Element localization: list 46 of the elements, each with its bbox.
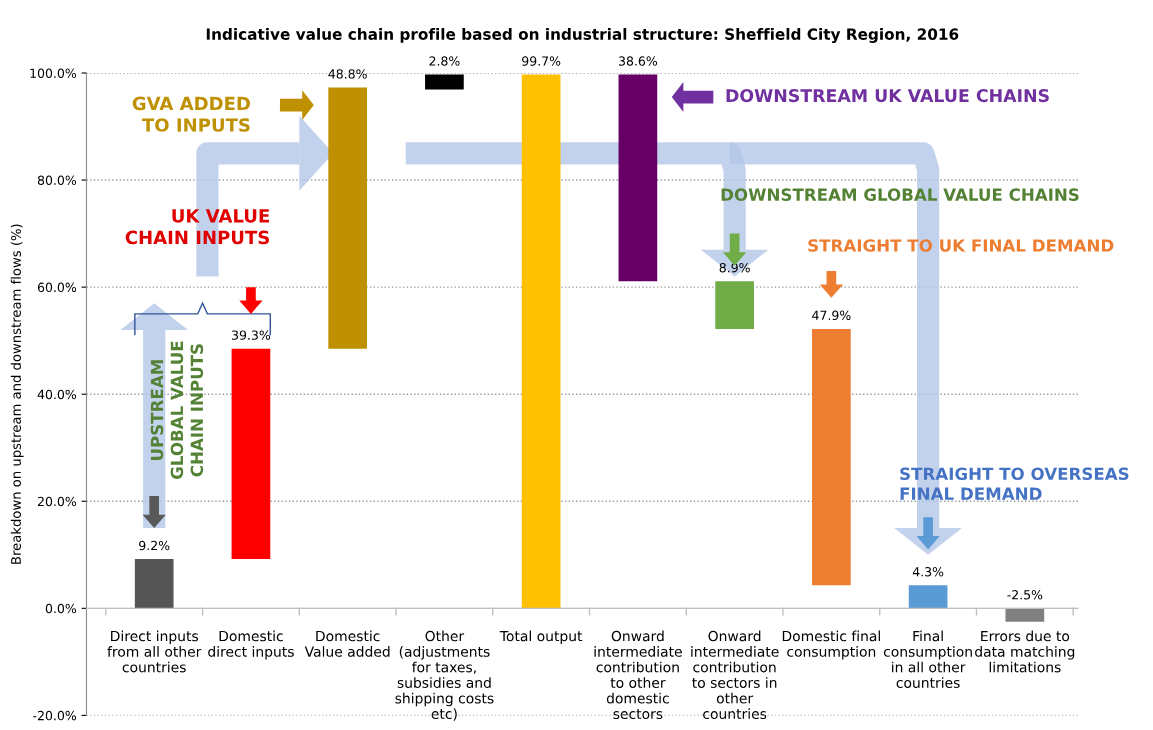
y-tick-label: 40.0% xyxy=(37,389,77,400)
annotation: STRAIGHT TO OVERSEAS FINAL DEMAND xyxy=(900,467,1129,500)
x-tick-label: Direct inputs from all other countries xyxy=(107,630,202,673)
data-label: 9.2% xyxy=(139,540,170,551)
annotation: STRAIGHT TO UK FINAL DEMAND xyxy=(808,239,1114,252)
annotation: DOWNSTREAM GLOBAL VALUE CHAINS xyxy=(721,188,1079,201)
bar xyxy=(231,348,271,560)
data-label: 47.9% xyxy=(812,310,851,321)
data-label: 2.8% xyxy=(429,56,460,66)
data-label: 48.8% xyxy=(328,69,367,79)
bar xyxy=(134,559,174,609)
y-tick-label: 60.0% xyxy=(37,282,77,293)
data-label: 8.9% xyxy=(719,262,750,273)
data-label: 4.3% xyxy=(912,567,944,577)
annotation: GVA ADDED TO INPUTS xyxy=(132,96,250,132)
chart-title: Indicative value chain profile based on industrial structure: Sheffield City Region, 2016 xyxy=(206,28,959,43)
bar xyxy=(425,74,464,90)
bar xyxy=(618,74,658,282)
x-tick-label: Domestic final consumption xyxy=(782,630,880,660)
annotation: UK VALUE CHAIN INPUTS xyxy=(125,209,269,245)
y-tick-label: 100.0% xyxy=(30,68,77,78)
annotation: UPSTREAM GLOBAL VALUE CHAIN INPUTS xyxy=(150,341,204,480)
data-label: 99.7% xyxy=(522,56,561,66)
annotation: DOWNSTREAM UK VALUE CHAINS xyxy=(726,89,1049,103)
y-tick-label: 0.0% xyxy=(45,603,77,614)
data-label: 39.3% xyxy=(232,330,271,340)
bar xyxy=(812,328,851,586)
bar xyxy=(521,74,561,609)
x-tick-label: Onward intermediate contribution to sectors in other countries xyxy=(691,630,779,720)
bar xyxy=(908,585,948,609)
y-tick-label: 80.0% xyxy=(37,175,77,185)
x-tick-label: Domestic Value added xyxy=(304,630,390,657)
x-tick-label: Other (adjustments for taxes, subsidies and shipping costs etc) xyxy=(395,630,494,721)
y-axis-title: Breakdown on upstream and downstream flows (%) xyxy=(10,224,24,564)
x-tick-label: Domestic direct inputs xyxy=(208,630,294,660)
x-tick-label: Errors due to data matching limitations xyxy=(975,630,1075,673)
y-tick-label: 20.0% xyxy=(37,496,77,507)
x-tick-label: Final consumption in all other countries xyxy=(883,630,972,688)
y-tick-label: -20.0% xyxy=(33,710,77,721)
bar xyxy=(1005,608,1045,622)
bar xyxy=(715,281,754,329)
x-tick-label: Total output xyxy=(499,630,583,644)
x-tick-label: Onward intermediate contribution to other domestic sectors xyxy=(594,630,682,720)
bar xyxy=(328,87,368,349)
data-label: 38.6% xyxy=(618,56,658,66)
data-label: -2.5% xyxy=(1007,590,1043,600)
